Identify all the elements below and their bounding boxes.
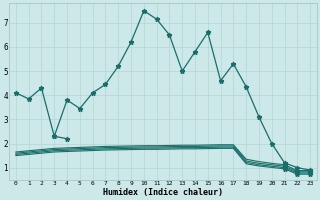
X-axis label: Humidex (Indice chaleur): Humidex (Indice chaleur) [103,188,223,197]
